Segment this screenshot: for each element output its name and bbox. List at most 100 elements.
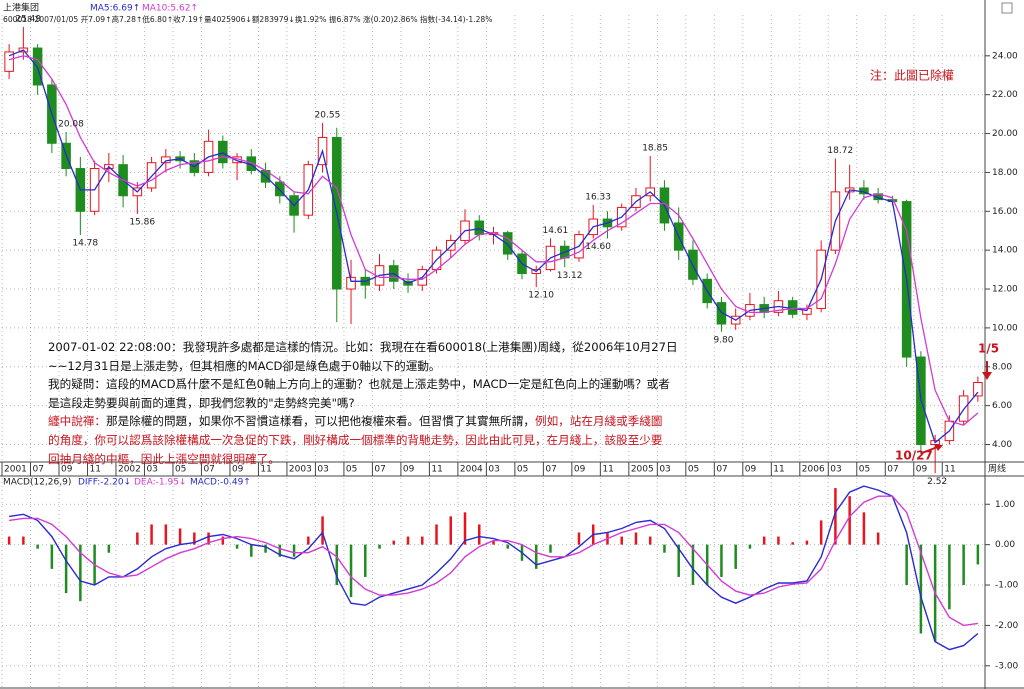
x-tick-label: 2004 — [460, 465, 483, 475]
candle-body — [146, 162, 157, 189]
x-tick-label: 03 — [830, 465, 841, 475]
x-tick-label: 09 — [61, 465, 73, 475]
quote: 600018 2007/01/05 开7.09↑高7.28↑低6.80↑收7.1… — [3, 14, 492, 24]
extreme-label: 20.55 — [315, 110, 341, 120]
arrow-head — [982, 372, 992, 380]
y-tick-label: 6.00 — [992, 401, 1012, 411]
line — [9, 495, 978, 627]
legend-entry: DIFF:-2.20↓ — [78, 478, 131, 488]
line — [8, 49, 979, 444]
y-tick-label: -1.00 — [995, 581, 1019, 591]
candle-body — [474, 220, 485, 236]
extreme-label: 25.49 — [15, 14, 41, 24]
x-tick-label: 09 — [232, 465, 244, 475]
x-tick-label: 2003 — [289, 465, 312, 475]
legend-entry: DEA:-1.95↓ — [134, 478, 186, 488]
x-tick-label: 07 — [203, 465, 214, 475]
x-tick-label: 11 — [260, 465, 271, 475]
line — [8, 55, 979, 426]
x-tick-label: 03 — [146, 465, 157, 475]
candle-body — [716, 302, 727, 325]
x-tick-label: 2002 — [118, 465, 141, 475]
candle-body — [4, 51, 14, 72]
extreme-label: 16.33 — [585, 192, 611, 202]
answer-text: 那是除權的問題，如果你不習慣這樣看，可以把他複權來看。但習慣了其實無所謂， — [105, 414, 535, 429]
comment-line: 回抽月綫的中樞，因此上漲空間就很明確了。 — [48, 451, 280, 466]
arrow-head — [934, 444, 943, 451]
extreme-label: 13.12 — [557, 271, 583, 281]
comment: 2007-01-02 22:08:00：我發現許多處都是這樣的情況。比如：我現在… — [48, 338, 678, 468]
y-tick-label: 0.00 — [995, 540, 1015, 550]
x-tick-label: 03 — [659, 465, 670, 475]
extreme-label: 15.86 — [129, 218, 155, 228]
panel-title: MACD(12,26,9) — [3, 478, 71, 488]
y-tick-label: 10.00 — [992, 323, 1018, 333]
legend-entry: MA5:6.69↑ — [90, 4, 140, 14]
x-tick-label: 11 — [944, 465, 955, 475]
y-tick-label: 8.00 — [992, 362, 1012, 372]
extreme-label: 12.10 — [528, 291, 554, 301]
grid-layer — [1, 15, 985, 688]
x-tick-label: 03 — [317, 465, 328, 475]
mark-layer — [4, 26, 983, 651]
x-tick-label: 09 — [574, 465, 586, 475]
y-tick-label: 4.00 — [992, 440, 1012, 450]
x-tick-label: 07 — [716, 465, 727, 475]
answer-text: 例如，站在月綫或季綫圖 — [534, 414, 663, 429]
x-tick-label: 03 — [488, 465, 499, 475]
arrow-label: 1/5 — [978, 342, 999, 356]
legend-entry: MA10:5.62↑ — [142, 4, 198, 14]
stock-name: 上港集团 — [3, 2, 39, 14]
x-tick-label: 05 — [517, 465, 528, 475]
y-tick-label: 16.00 — [992, 207, 1018, 217]
extreme-label: 20.08 — [58, 119, 84, 129]
period: 周线 — [988, 463, 1006, 475]
extreme-label: 18.72 — [827, 146, 853, 156]
x-tick-label: 09 — [916, 465, 928, 475]
candle-body — [973, 382, 983, 397]
x-tick-label: 07 — [887, 465, 898, 475]
x-tick-label: 2005 — [631, 465, 654, 475]
y-tick-label: 24.00 — [992, 51, 1018, 61]
extreme-label: 14.60 — [585, 242, 611, 252]
x-tick-label: 2006 — [802, 465, 825, 475]
candle-body — [218, 140, 228, 164]
x-tick-label: 05 — [175, 465, 186, 475]
x-tick-label: 07 — [32, 465, 43, 475]
candle-body — [445, 239, 456, 251]
y-tick-label: 20.00 — [992, 129, 1018, 139]
y-tick-label: 12.00 — [992, 285, 1018, 295]
comment-line: 2007-01-02 22:08:00：我發現許多處都是這樣的情況。比如：我現在… — [48, 340, 678, 354]
corner-icon — [1001, 2, 1013, 14]
x-tick-label: 11 — [773, 465, 784, 475]
y-tick-label: -2.00 — [995, 621, 1019, 631]
x-tick-label: 05 — [688, 465, 699, 475]
y-tick-label: 22.00 — [992, 90, 1018, 100]
x-tick-label: 05 — [346, 465, 357, 475]
x-tick-label: 07 — [374, 465, 385, 475]
candle-body — [346, 276, 356, 290]
comment-line: 纏中說禪：那是除權的問題，如果你不習慣這樣看，可以把他複權來看。但習慣了其實無所… — [48, 412, 678, 431]
note: 注：此圖已除權 — [870, 68, 954, 83]
x-tick-label: 11 — [431, 465, 442, 475]
x-tick-label: 2001 — [4, 465, 27, 475]
legend-entry: MACD:-0.49↑ — [190, 478, 251, 488]
y-tick-label: 18.00 — [992, 168, 1018, 178]
extreme-label: 14.78 — [72, 239, 98, 249]
line — [8, 485, 979, 651]
y-tick-label: 1.00 — [995, 500, 1015, 510]
x-tick-label: 05 — [859, 465, 870, 475]
extreme-label: 14.61 — [542, 226, 568, 236]
candle-body — [502, 232, 513, 255]
comment-line: ~~12月31日是上漲走勢，但其相應的MACD卻是綠色處于0軸以下的運動。 — [48, 358, 441, 373]
x-tick-label: 09 — [403, 465, 415, 475]
comment-line: 我的疑問：這段的MACD爲什麼不是紅色0軸上方向上的運動？也就是上漲走勢中，MA… — [48, 377, 670, 392]
candle-body — [275, 181, 285, 197]
answer-label: 纏中說禪： — [48, 414, 106, 429]
y-tick-label: -3.00 — [995, 661, 1019, 671]
comment-line: 的角度，你可以認爲該除權構成一次急促的下跌，剛好構成一個標準的背馳走勢，因此由此… — [48, 432, 663, 447]
extreme-label: 2.52 — [927, 477, 947, 487]
